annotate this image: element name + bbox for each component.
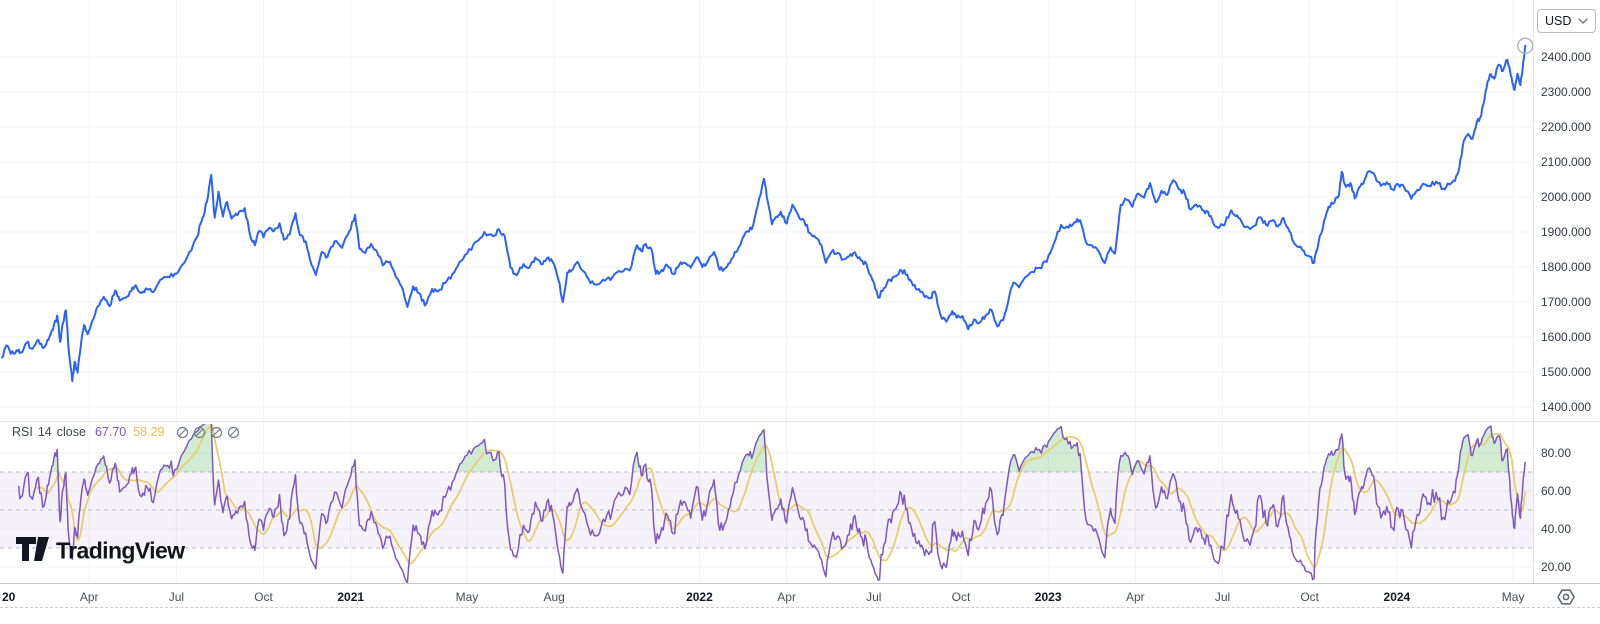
time-axis-label: Jul <box>1214 590 1231 604</box>
time-axis-label: Apr <box>777 590 796 604</box>
rsi-axis-label: 60.00 <box>1541 484 1572 498</box>
rsi-title: RSI <box>12 425 33 439</box>
tradingview-logo[interactable]: TradingView <box>14 532 214 566</box>
rsi-source: close <box>56 425 86 439</box>
price-axis-label: 1800.000 <box>1541 260 1592 274</box>
settings-icon[interactable] <box>193 426 206 439</box>
price-axis-label: 1900.000 <box>1541 225 1592 239</box>
price-axis-label: 1500.000 <box>1541 365 1592 379</box>
rsi-axis-label: 20.00 <box>1541 560 1572 574</box>
currency-label: USD <box>1545 14 1572 28</box>
rsi-ma-line <box>36 424 1527 569</box>
price-line <box>1 44 1527 383</box>
time-axis-label: Oct <box>254 590 273 604</box>
bottom-strip <box>0 607 1600 624</box>
chevron-down-icon <box>1578 17 1588 24</box>
price-axis-label: 1700.000 <box>1541 295 1592 309</box>
rsi-value: 67.70 <box>94 425 127 439</box>
rsi-axis-label: 80.00 <box>1541 446 1572 460</box>
tradingview-logo-mark: TradingView <box>16 537 186 564</box>
price-axis-label: 2200.000 <box>1541 120 1592 134</box>
time-axis-label: 2023 <box>1034 590 1062 604</box>
delete-icon[interactable] <box>210 426 223 439</box>
rsi-ma-value: 58.29 <box>133 425 165 439</box>
time-axis-label: Oct <box>951 590 971 604</box>
pane-separator[interactable] <box>0 421 1600 422</box>
rsi-line <box>17 424 1527 583</box>
currency-selector[interactable]: USD <box>1537 9 1596 33</box>
time-axis-label: Apr <box>1125 590 1145 604</box>
price-axis-label: 1600.000 <box>1541 330 1592 344</box>
price-axis-label: 2300.000 <box>1541 85 1592 99</box>
gear-icon <box>1557 589 1575 605</box>
hide-icon[interactable] <box>176 426 189 439</box>
more-icon[interactable] <box>227 426 240 439</box>
time-axis-settings-button[interactable] <box>1552 586 1580 608</box>
price-axis-label: 2000.000 <box>1541 190 1592 204</box>
svg-text:TradingView: TradingView <box>56 538 185 564</box>
time-axis-label: 20 <box>2 590 16 604</box>
price-axis-label: 2400.000 <box>1541 50 1592 64</box>
rsi-period: 14 <box>37 425 52 439</box>
price-axis-label: 1400.000 <box>1541 400 1592 414</box>
time-axis-label: 2022 <box>686 590 713 604</box>
time-axis-label: Jul <box>168 590 185 604</box>
time-axis-label: 2024 <box>1383 590 1411 604</box>
time-axis-label: May <box>1501 590 1525 604</box>
time-axis-label: Aug <box>543 590 565 604</box>
price-axis-separator <box>1533 0 1534 624</box>
time-axis-label: Oct <box>1300 590 1320 604</box>
rsi-legend: RSI 14 close 67.70 58.29 <box>12 424 244 440</box>
time-axis-label: May <box>455 590 479 604</box>
time-axis[interactable]: 20 Apr Jul Oct 2021 May Aug 2022 Apr Jul Oct 2023 Ap… <box>0 583 1600 608</box>
time-axis-label: 2021 <box>337 590 365 604</box>
rsi-axis-label: 40.00 <box>1541 522 1572 536</box>
time-axis-label: Apr <box>79 590 99 604</box>
price-axis-label: 2100.000 <box>1541 155 1592 169</box>
last-price-marker <box>1517 37 1534 55</box>
time-axis-label: Jul <box>866 590 882 604</box>
